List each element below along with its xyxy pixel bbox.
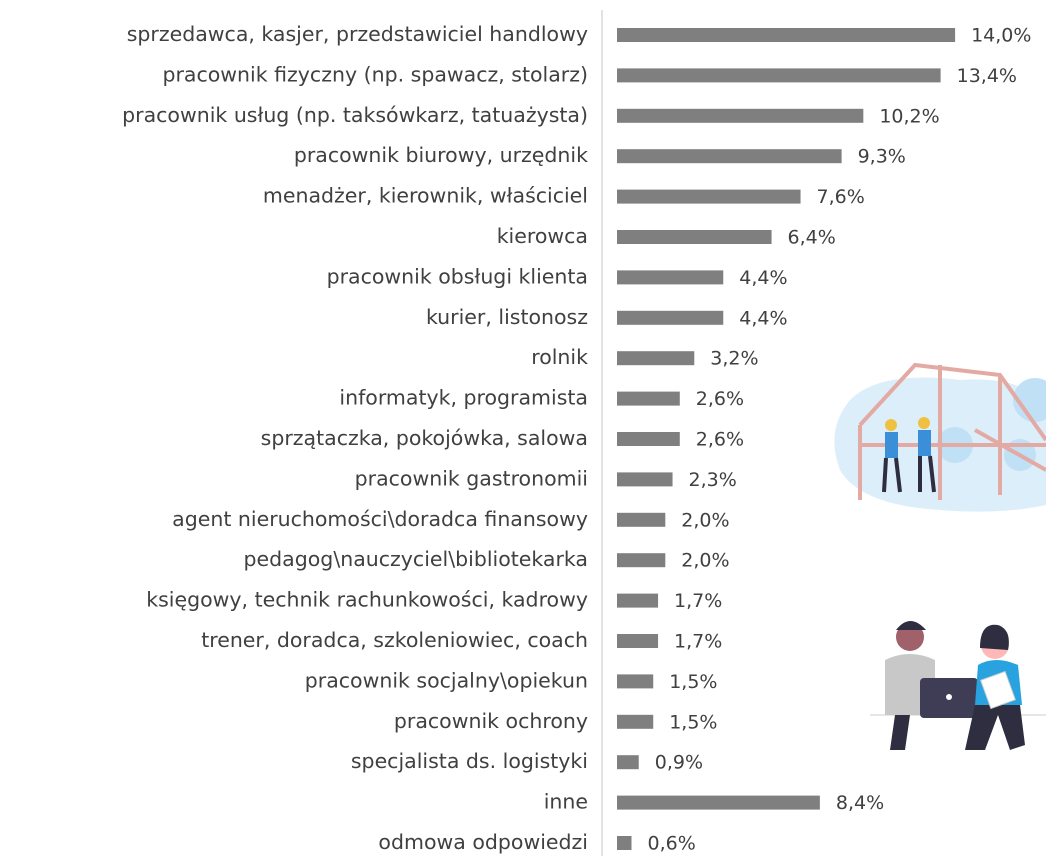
value-label: 0,9% [655,752,703,774]
category-label: informatyk, programista [339,386,588,410]
category-label: pracownik fizyczny (np. spawacz, stolarz… [162,62,588,86]
value-label: 1,5% [669,711,717,733]
category-label: specjalista ds. logistyki [351,749,588,773]
value-label: 1,7% [674,631,722,653]
bar [617,311,723,325]
category-label: pedagog\nauczyciel\bibliotekarka [244,547,588,571]
category-label: pracownik obsługi klienta [327,264,588,288]
value-label: 3,2% [710,348,758,370]
illustration-people [870,621,1046,750]
bar [617,553,665,567]
illustration-house [834,365,1046,512]
category-label: kurier, listonosz [426,305,588,329]
bar [617,28,955,42]
value-label: 1,5% [669,671,717,693]
bar [617,270,723,284]
value-label: 8,4% [836,792,884,814]
value-label: 2,3% [689,469,737,491]
value-label: 13,4% [957,65,1017,87]
bar [617,109,863,123]
value-label: 7,6% [817,186,865,208]
chart: sprzedawca, kasjer, przedstawiciel handl… [0,0,1046,856]
bar [617,715,653,729]
bar [617,634,658,648]
bar [617,68,941,82]
value-label: 2,6% [696,429,744,451]
value-label: 6,4% [788,227,836,249]
value-label: 10,2% [879,105,939,127]
value-label: 1,7% [674,590,722,612]
category-label: rolnik [531,345,588,369]
category-label: pracownik usług (np. taksówkarz, tatuaży… [122,103,588,127]
bar [617,472,673,486]
bar [617,149,842,163]
bar [617,513,665,527]
bar [617,836,631,850]
bar [617,796,820,810]
bar [617,230,772,244]
category-label: sprzątaczka, pokojówka, salowa [261,426,588,450]
category-label: kierowca [497,224,588,248]
category-label: inne [544,790,588,814]
bar [617,351,694,365]
bar [617,755,639,769]
category-label: odmowa odpowiedzi [378,830,588,854]
value-label: 4,4% [739,267,787,289]
page: sprzedawca, kasjer, przedstawiciel handl… [0,0,1046,856]
value-label: 2,0% [681,509,729,531]
value-label: 0,6% [647,833,695,855]
category-label: menadżer, kierownik, właściciel [263,184,588,208]
value-label: 2,0% [681,550,729,572]
category-label: agent nieruchomości\doradca finansowy [172,507,588,531]
bar [617,392,680,406]
bar [617,432,680,446]
category-label: księgowy, technik rachunkowości, kadrowy [146,588,588,612]
value-label: 9,3% [858,146,906,168]
category-label: pracownik biurowy, urzędnik [294,143,588,167]
category-label: pracownik gastronomii [355,466,588,490]
category-label: pracownik ochrony [394,709,588,733]
value-label: 2,6% [696,388,744,410]
category-label: trener, doradca, szkoleniowiec, coach [201,628,588,652]
bar [617,190,801,204]
category-label: pracownik socjalny\opiekun [305,668,588,692]
category-label: sprzedawca, kasjer, przedstawiciel handl… [127,22,588,46]
bar [617,594,658,608]
bar [617,674,653,688]
value-label: 14,0% [971,25,1031,47]
value-label: 4,4% [739,307,787,329]
